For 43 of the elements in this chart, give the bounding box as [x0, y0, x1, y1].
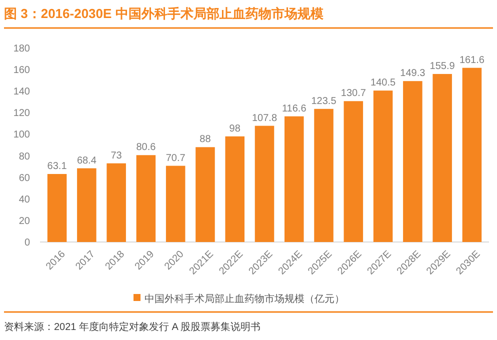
- data-label: 107.8: [252, 112, 278, 124]
- bar: [254, 126, 274, 242]
- data-label: 80.6: [136, 142, 156, 154]
- y-tick-label: 0: [24, 238, 30, 248]
- data-label: 98: [229, 123, 241, 134]
- data-label: 73: [110, 150, 122, 162]
- data-label: 116.6: [282, 103, 307, 114]
- y-tick-label: 40: [18, 194, 30, 206]
- data-label: 70.7: [166, 152, 186, 164]
- text: 资料来源：2021 年度向特定对象发行 A 股股票募集说明书: [4, 321, 261, 333]
- bar: [77, 168, 96, 242]
- bar: [403, 81, 422, 242]
- data-label: 123.5: [311, 96, 337, 107]
- bar: [106, 163, 126, 242]
- y-tick-label: 160: [13, 65, 30, 76]
- data-label: 130.7: [340, 88, 366, 100]
- bar: [225, 136, 244, 242]
- bar: [196, 147, 215, 242]
- data-label: 161.6: [459, 54, 485, 66]
- bar: [314, 108, 334, 242]
- data-label: 140.5: [370, 78, 396, 89]
- chart-title: 图 3：2016-2030E 中国外科手术局部止血药物市场规模: [4, 6, 324, 21]
- data-label: 155.9: [430, 60, 456, 72]
- bar: [284, 116, 304, 242]
- data-label: 68.4: [76, 155, 97, 166]
- legend-label: 中国外科手术局部止血药物市场规模（亿元）: [144, 293, 344, 305]
- y-tick-label: 20: [18, 216, 30, 227]
- data-label: 88: [200, 134, 212, 146]
- y-tick-label: 120: [13, 108, 30, 120]
- y-tick-label: 80: [18, 151, 30, 162]
- bar: [432, 74, 452, 242]
- bar: [136, 155, 156, 242]
- bar: [344, 101, 364, 242]
- bar: [47, 174, 67, 242]
- y-tick-label: 60: [18, 172, 30, 184]
- bar: [462, 68, 482, 242]
- bar: [166, 166, 186, 242]
- bar: [373, 90, 393, 242]
- data-label: 63.1: [47, 160, 68, 172]
- y-tick-label: 140: [13, 86, 30, 98]
- y-tick-label: 100: [13, 130, 30, 141]
- data-label: 149.3: [400, 68, 426, 80]
- y-tick-label: 180: [13, 44, 30, 54]
